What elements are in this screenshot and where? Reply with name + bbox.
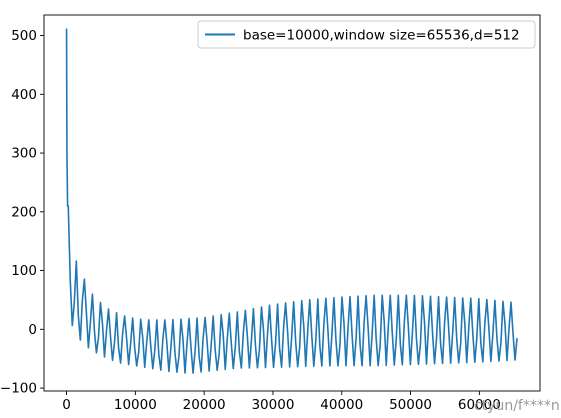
- x-tick-label: 40000: [320, 397, 363, 413]
- y-tick-label: 100: [11, 263, 37, 279]
- x-tick-label: 50000: [389, 397, 432, 413]
- x-tick-label: 30000: [251, 397, 294, 413]
- x-tick-label: 10000: [114, 397, 157, 413]
- x-axis: 0 10000 20000 30000 40000 50000 60000: [62, 391, 501, 413]
- y-tick-label: 200: [11, 204, 37, 220]
- watermark: ctyun/f****n: [474, 398, 560, 414]
- y-tick-label: 0: [28, 322, 37, 338]
- legend: base=10000,window size=65536,d=512: [197, 20, 536, 49]
- y-tick-label: 400: [11, 87, 37, 103]
- x-tick-label: 20000: [183, 397, 226, 413]
- x-tick-label: 0: [62, 397, 71, 413]
- y-tick-label: −100: [0, 381, 37, 397]
- plot-frame: [43, 14, 541, 392]
- y-tick-label: 300: [11, 146, 37, 162]
- y-tick-label: 500: [11, 28, 37, 44]
- x-tick-label: 60000: [458, 397, 501, 413]
- series-layer: [65, 28, 518, 374]
- legend-box: [197, 20, 536, 49]
- legend-label: base=10000,window size=65536,d=512: [243, 28, 520, 44]
- y-axis: −100 0 100 200 300 400 500: [0, 28, 44, 397]
- series-line: [65, 28, 518, 374]
